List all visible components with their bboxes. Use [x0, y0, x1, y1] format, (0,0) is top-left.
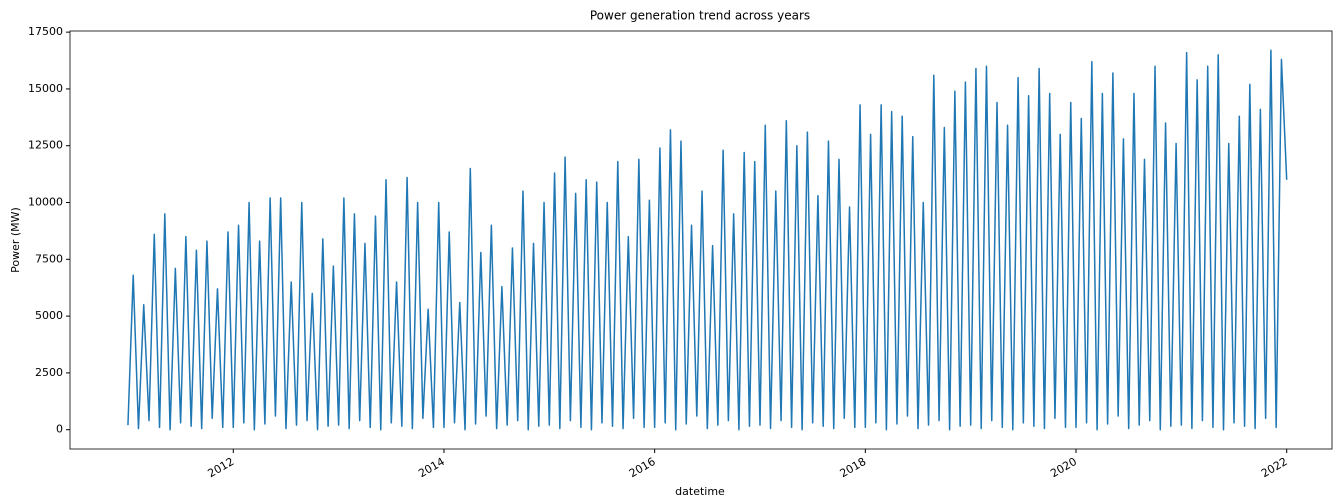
y-tick-label: 15000	[28, 82, 63, 95]
y-tick-label: 0	[56, 423, 63, 436]
x-tick-label: 2020	[1048, 455, 1079, 480]
x-tick-label: 2018	[838, 455, 869, 480]
x-axis-label: datetime	[675, 485, 725, 498]
y-tick-label: 17500	[28, 25, 63, 38]
x-tick-label: 2014	[416, 455, 447, 480]
y-tick-label: 7500	[35, 252, 63, 265]
data-line	[127, 49, 1288, 431]
plot-frame	[69, 30, 1333, 450]
y-tick-label: 5000	[35, 309, 63, 322]
chart-title: Power generation trend across years	[590, 9, 810, 23]
y-tick-label: 12500	[28, 139, 63, 152]
y-axis-label: Power (MW)	[9, 207, 22, 273]
x-tick-label: 2022	[1259, 455, 1290, 480]
y-tick-label: 2500	[35, 366, 63, 379]
x-tick-label: 2016	[627, 455, 658, 480]
y-tick-label: 10000	[28, 196, 63, 209]
x-tick-label: 2012	[206, 455, 237, 480]
